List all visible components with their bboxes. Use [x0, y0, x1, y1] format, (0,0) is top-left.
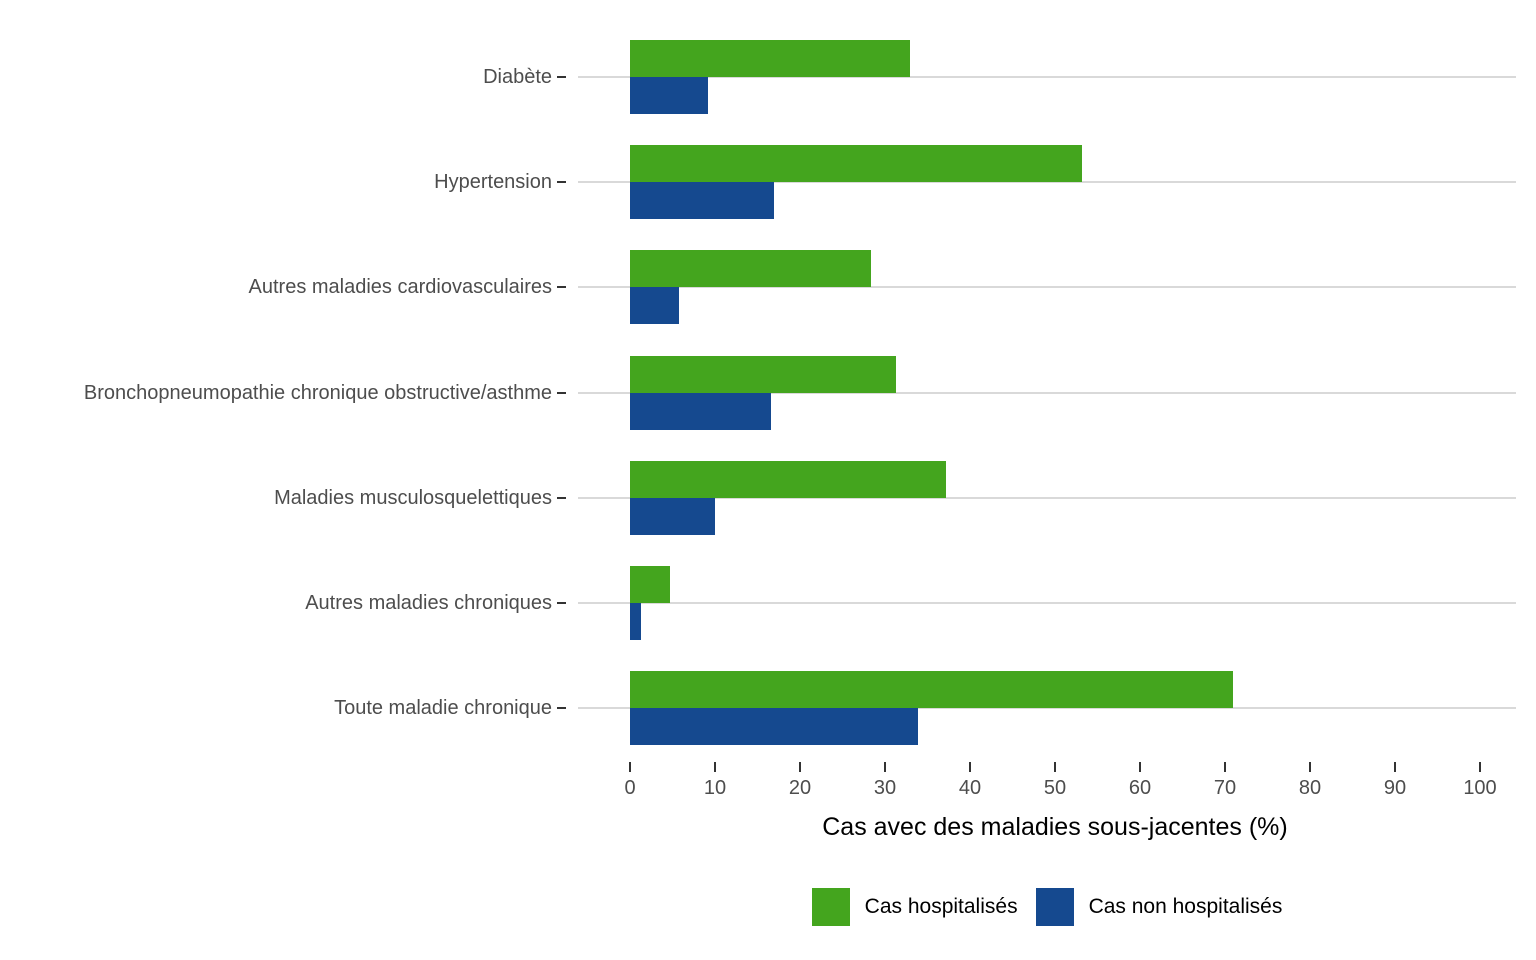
legend-swatch: [811, 888, 850, 926]
x-axis-tick-label: 100: [1463, 777, 1497, 799]
legend: Cas hospitalisés Cas non hospitalisés: [578, 884, 1516, 930]
bar-hospitalises: [630, 460, 947, 498]
x-axis-title: Cas avec des maladies sous-jacentes (%): [822, 813, 1288, 841]
x-axis-tick: [799, 762, 801, 772]
x-axis-tick: [1224, 762, 1226, 772]
y-axis-tick: [557, 181, 566, 184]
gridline: [578, 181, 1516, 184]
y-axis-tick: [557, 707, 566, 709]
category-label: Hypertension: [434, 171, 552, 194]
y-axis-tick: [557, 76, 566, 78]
legend-label: Cas non hospitalisés: [1088, 895, 1283, 918]
x-axis-tick: [1139, 762, 1141, 772]
gridline: [578, 707, 1516, 709]
category-label: Maladies musculosquelettiques: [274, 486, 552, 509]
legend-swatch: [1035, 888, 1074, 926]
category-label: Diabète: [483, 66, 552, 88]
x-axis-tick-label: 80: [1298, 777, 1322, 799]
bar-non-hospitalises: [630, 497, 715, 535]
category-label: Bronchopneumopathie chronique obstructiv…: [83, 381, 552, 404]
y-axis-tick: [557, 601, 566, 604]
gridline: [578, 601, 1516, 604]
y-axis-tick: [557, 496, 566, 499]
gridline: [578, 286, 1516, 289]
x-axis-tick-label: 90: [1383, 777, 1407, 799]
y-axis-tick: [557, 286, 566, 289]
x-axis-tick-label: 20: [788, 777, 812, 799]
y-axis-tick: [557, 391, 566, 394]
category-label: Autres maladies chroniques: [305, 591, 552, 614]
x-axis-tick-label: 30: [873, 777, 897, 799]
bar-hospitalises: [630, 671, 1233, 708]
bar-hospitalises: [630, 565, 670, 603]
bar-hospitalises: [630, 355, 897, 393]
bar-non-hospitalises: [630, 287, 680, 325]
x-axis-tick: [1479, 762, 1481, 772]
category-label: Autres maladies cardiovasculaires: [248, 276, 552, 299]
category-label: Toute maladie chronique: [334, 697, 552, 719]
x-axis-tick-label: 50: [1043, 777, 1067, 799]
bar-non-hospitalises: [630, 392, 772, 430]
legend-item: Cas non hospitalisés: [1035, 888, 1283, 926]
x-axis-tick-label: 60: [1128, 777, 1152, 799]
gridline: [578, 76, 1516, 78]
bar-non-hospitalises: [630, 602, 642, 640]
x-axis-tick: [969, 762, 971, 772]
bar-hospitalises: [630, 40, 910, 77]
x-axis-tick-label: 40: [958, 777, 982, 799]
bar-non-hospitalises: [630, 708, 919, 745]
legend-item: Cas hospitalisés: [811, 888, 1018, 926]
x-axis-tick: [714, 762, 716, 772]
x-axis-tick: [1309, 762, 1311, 772]
x-axis-tick: [1394, 762, 1396, 772]
x-axis-tick-label: 70: [1213, 777, 1237, 799]
x-axis-tick-label: 0: [624, 777, 636, 799]
x-axis-tick: [1054, 762, 1056, 772]
x-axis-tick: [629, 762, 631, 772]
bar-non-hospitalises: [630, 77, 709, 114]
bar-non-hospitalises: [630, 182, 774, 220]
bar-hospitalises: [630, 250, 872, 288]
legend-label: Cas hospitalisés: [864, 895, 1018, 918]
gridline: [578, 496, 1516, 499]
gridline: [578, 391, 1516, 394]
bar-hospitalises: [630, 145, 1083, 183]
x-axis-tick: [884, 762, 886, 772]
x-axis-tick-label: 10: [703, 777, 727, 799]
